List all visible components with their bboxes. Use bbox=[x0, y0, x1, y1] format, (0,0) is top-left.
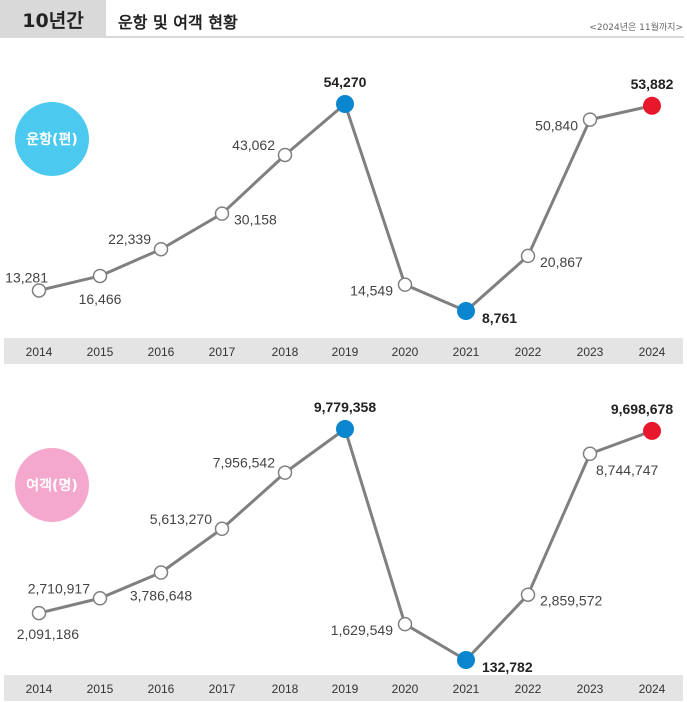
x-tick-label: 2019 bbox=[332, 682, 359, 696]
data-point-2024 bbox=[643, 421, 661, 440]
series-badge-label: 운항(편) bbox=[26, 131, 77, 148]
data-label-2015: 2,710,917 bbox=[28, 580, 90, 596]
x-tick-label: 2019 bbox=[332, 345, 359, 359]
data-label-2018: 43,062 bbox=[232, 137, 275, 153]
data-point-2017 bbox=[214, 521, 230, 537]
data-point-2022 bbox=[520, 248, 536, 264]
x-tick-label: 2021 bbox=[453, 682, 480, 696]
x-tick-label: 2022 bbox=[515, 345, 542, 359]
x-axis-band bbox=[4, 338, 683, 364]
data-point-2021 bbox=[457, 651, 475, 669]
data-label-2022: 2,859,572 bbox=[540, 593, 602, 609]
period-note: <2024년은 11월까지> bbox=[589, 23, 683, 33]
x-tick-label: 2020 bbox=[392, 682, 419, 696]
data-label-2014: 2,091,186 bbox=[17, 626, 79, 642]
x-tick-label: 2021 bbox=[453, 345, 480, 359]
section-title: 운항 및 여객 현황 bbox=[118, 13, 238, 32]
x-tick-label: 2016 bbox=[148, 345, 175, 359]
data-label-2021: 132,782 bbox=[482, 659, 533, 675]
data-label-2019: 9,779,358 bbox=[314, 399, 376, 415]
series-badge: 여객(명) bbox=[15, 448, 89, 522]
data-label-2019: 54,270 bbox=[324, 74, 367, 90]
data-label-2015: 16,466 bbox=[79, 291, 122, 307]
x-tick-label: 2014 bbox=[26, 682, 53, 696]
data-label-2020: 1,629,549 bbox=[331, 622, 393, 638]
x-tick-label: 2023 bbox=[577, 345, 604, 359]
data-point-2017 bbox=[214, 206, 230, 221]
chart-1: 2014 2015 2016 2017 2018 2019 2020 2021 2022 2023… bbox=[4, 74, 683, 364]
x-tick-label: 2016 bbox=[148, 682, 175, 696]
data-label-2024: 53,882 bbox=[631, 76, 674, 92]
data-point-2016 bbox=[153, 241, 169, 257]
section-tab: 10년간 bbox=[0, 0, 106, 38]
data-label-2020: 14,549 bbox=[350, 283, 393, 299]
data-point-2024 bbox=[643, 96, 661, 115]
data-point-2019 bbox=[336, 95, 354, 113]
data-label-2023: 50,840 bbox=[535, 118, 578, 134]
x-tick-label: 2017 bbox=[209, 682, 236, 696]
data-label-2014: 13,281 bbox=[5, 269, 48, 285]
x-tick-label: 2022 bbox=[515, 682, 542, 696]
x-tick-label: 2018 bbox=[272, 345, 299, 359]
x-tick-label: 2018 bbox=[272, 682, 299, 696]
data-label-2021: 8,761 bbox=[482, 310, 517, 326]
series-badge: 운항(편) bbox=[15, 102, 89, 176]
data-label-2023: 8,744,747 bbox=[596, 462, 658, 478]
data-point-2021 bbox=[457, 302, 475, 320]
data-point-2020 bbox=[397, 616, 413, 632]
x-tick-label: 2017 bbox=[209, 345, 236, 359]
data-point-2015 bbox=[92, 268, 108, 284]
data-point-2020 bbox=[397, 277, 413, 292]
data-point-2015 bbox=[92, 591, 108, 606]
data-point-2023 bbox=[582, 112, 598, 127]
x-tick-label: 2015 bbox=[87, 345, 114, 359]
data-label-2017: 30,158 bbox=[234, 212, 277, 228]
data-label-2016: 3,786,648 bbox=[130, 588, 192, 604]
data-label-2016: 22,339 bbox=[108, 231, 151, 247]
header-divider bbox=[106, 36, 684, 38]
data-point-2014 bbox=[31, 605, 47, 621]
data-point-2014 bbox=[31, 283, 47, 298]
x-tick-label: 2020 bbox=[392, 345, 419, 359]
x-axis-band bbox=[4, 675, 683, 701]
data-point-2018 bbox=[277, 147, 293, 163]
data-label-2022: 20,867 bbox=[540, 254, 583, 270]
data-point-2018 bbox=[277, 465, 293, 480]
chart-2: 2014 2015 2016 2017 2018 2019 2020 2021 2022 2023… bbox=[4, 399, 683, 701]
data-label-2024: 9,698,678 bbox=[611, 401, 673, 417]
x-tick-label: 2024 bbox=[639, 345, 666, 359]
data-point-2022 bbox=[520, 587, 536, 602]
x-tick-label: 2014 bbox=[26, 345, 53, 359]
series-badge-label: 여객(명) bbox=[26, 477, 77, 494]
data-point-2019 bbox=[336, 420, 354, 438]
data-point-2016 bbox=[153, 565, 169, 580]
series-line bbox=[38, 102, 653, 313]
x-tick-label: 2024 bbox=[639, 682, 666, 696]
data-label-2018: 7,956,542 bbox=[213, 455, 275, 471]
x-tick-label: 2015 bbox=[87, 682, 114, 696]
x-tick-label: 2023 bbox=[577, 682, 604, 696]
data-label-2017: 5,613,270 bbox=[150, 511, 212, 527]
data-point-2023 bbox=[582, 446, 598, 462]
